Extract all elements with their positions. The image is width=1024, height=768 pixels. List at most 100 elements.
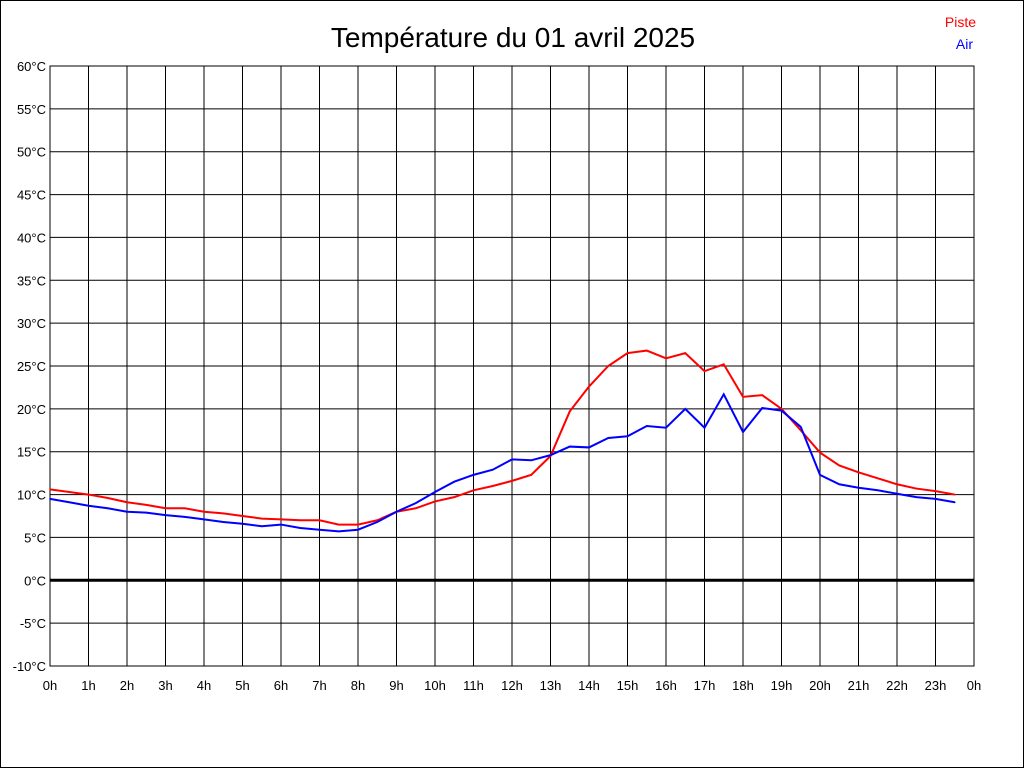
data-point-air	[761, 407, 764, 409]
data-point-piste	[896, 483, 898, 486]
y-tick-label: 35°C	[17, 273, 46, 288]
data-point-piste	[126, 501, 128, 504]
y-tick-label: 50°C	[17, 145, 46, 160]
data-point-air	[645, 425, 648, 427]
x-tick-label: 23h	[925, 678, 947, 693]
x-tick-label: 5h	[235, 678, 249, 693]
x-tick-label: 4h	[197, 678, 211, 693]
data-point-air	[183, 516, 186, 518]
data-point-piste	[934, 490, 937, 492]
data-point-air	[684, 408, 687, 410]
data-point-piste	[530, 474, 533, 476]
data-point-air	[722, 393, 725, 396]
x-tick-label: 10h	[424, 678, 446, 693]
data-point-air	[838, 483, 841, 486]
data-point-air	[896, 492, 898, 495]
data-point-piste	[588, 385, 590, 388]
data-point-piste	[241, 515, 244, 517]
data-point-air	[260, 525, 263, 528]
x-tick-label: 0h	[43, 678, 57, 693]
data-point-piste	[68, 491, 71, 493]
x-tick-label: 16h	[655, 678, 677, 693]
grid	[49, 65, 975, 667]
data-point-air	[780, 409, 783, 412]
data-point-air	[87, 504, 90, 507]
data-point-piste	[915, 487, 918, 490]
data-point-piste	[183, 507, 186, 510]
x-tick-label: 6h	[274, 678, 288, 693]
data-point-air	[299, 527, 302, 529]
data-point-piste	[857, 471, 860, 474]
data-point-air	[857, 486, 860, 489]
data-point-piste	[299, 519, 302, 522]
data-point-piste	[87, 493, 90, 496]
x-tick-label: 8h	[351, 678, 365, 693]
data-point-air	[953, 501, 956, 504]
data-point-air	[318, 528, 321, 531]
x-tick-label: 14h	[578, 678, 600, 693]
data-point-air	[434, 491, 436, 493]
y-tick-label: 5°C	[24, 530, 46, 545]
data-point-piste	[665, 357, 667, 360]
y-tick-label: 30°C	[17, 316, 46, 331]
data-point-piste	[414, 507, 417, 510]
data-point-air	[819, 474, 821, 476]
data-point-air	[876, 489, 879, 492]
y-tick-label: 15°C	[17, 445, 46, 460]
data-point-piste	[280, 518, 282, 521]
x-tick-label: 21h	[848, 678, 870, 693]
x-tick-label: 17h	[694, 678, 716, 693]
series-line-air	[49, 392, 955, 533]
data-point-air	[280, 523, 282, 526]
data-point-air	[453, 480, 456, 483]
data-point-air	[126, 510, 128, 513]
x-tick-label: 0h	[967, 678, 981, 693]
legend: Piste Air	[945, 14, 976, 52]
data-point-piste	[453, 496, 456, 498]
data-point-piste	[260, 517, 263, 520]
data-point-air	[934, 498, 937, 500]
x-tick-label: 3h	[158, 678, 172, 693]
data-point-air	[549, 454, 552, 456]
data-point-air	[68, 501, 71, 504]
data-point-piste	[318, 519, 321, 522]
data-point-air	[145, 511, 148, 514]
data-point-piste	[106, 497, 109, 499]
data-point-air	[530, 459, 533, 462]
data-point-piste	[164, 507, 167, 510]
data-point-piste	[203, 510, 205, 513]
data-point-air	[742, 431, 744, 433]
data-point-piste	[838, 464, 841, 467]
y-tick-label: -5°C	[20, 616, 46, 631]
x-tick-label: 2h	[120, 678, 134, 693]
data-point-air	[588, 446, 590, 449]
data-point-air	[222, 521, 225, 523]
x-tick-label: 11h	[463, 678, 484, 693]
x-tick-label: 1h	[81, 678, 95, 693]
legend-piste: Piste	[945, 14, 976, 30]
data-point-air	[395, 510, 398, 513]
x-tick-label: 22h	[886, 678, 908, 693]
x-tick-label: 18h	[732, 678, 754, 693]
data-point-air	[511, 458, 513, 461]
y-tick-label: 55°C	[17, 102, 46, 117]
data-point-piste	[876, 477, 879, 480]
data-point-air	[568, 445, 571, 448]
data-point-air	[241, 522, 244, 525]
y-tick-label: 40°C	[17, 230, 46, 245]
data-point-air	[626, 435, 629, 438]
data-point-piste	[722, 363, 725, 366]
data-point-air	[357, 528, 359, 531]
data-point-piste	[222, 512, 225, 515]
x-tick-label: 12h	[501, 678, 523, 693]
data-point-piste	[49, 488, 51, 491]
data-point-piste	[684, 352, 687, 354]
data-point-piste	[761, 394, 764, 396]
data-point-piste	[472, 489, 475, 492]
series-lines	[49, 349, 956, 533]
y-tick-label: 10°C	[17, 488, 46, 503]
series-line-piste	[49, 349, 955, 526]
y-tick-label: 25°C	[17, 359, 46, 374]
data-point-piste	[742, 396, 744, 398]
data-point-piste	[511, 480, 513, 482]
